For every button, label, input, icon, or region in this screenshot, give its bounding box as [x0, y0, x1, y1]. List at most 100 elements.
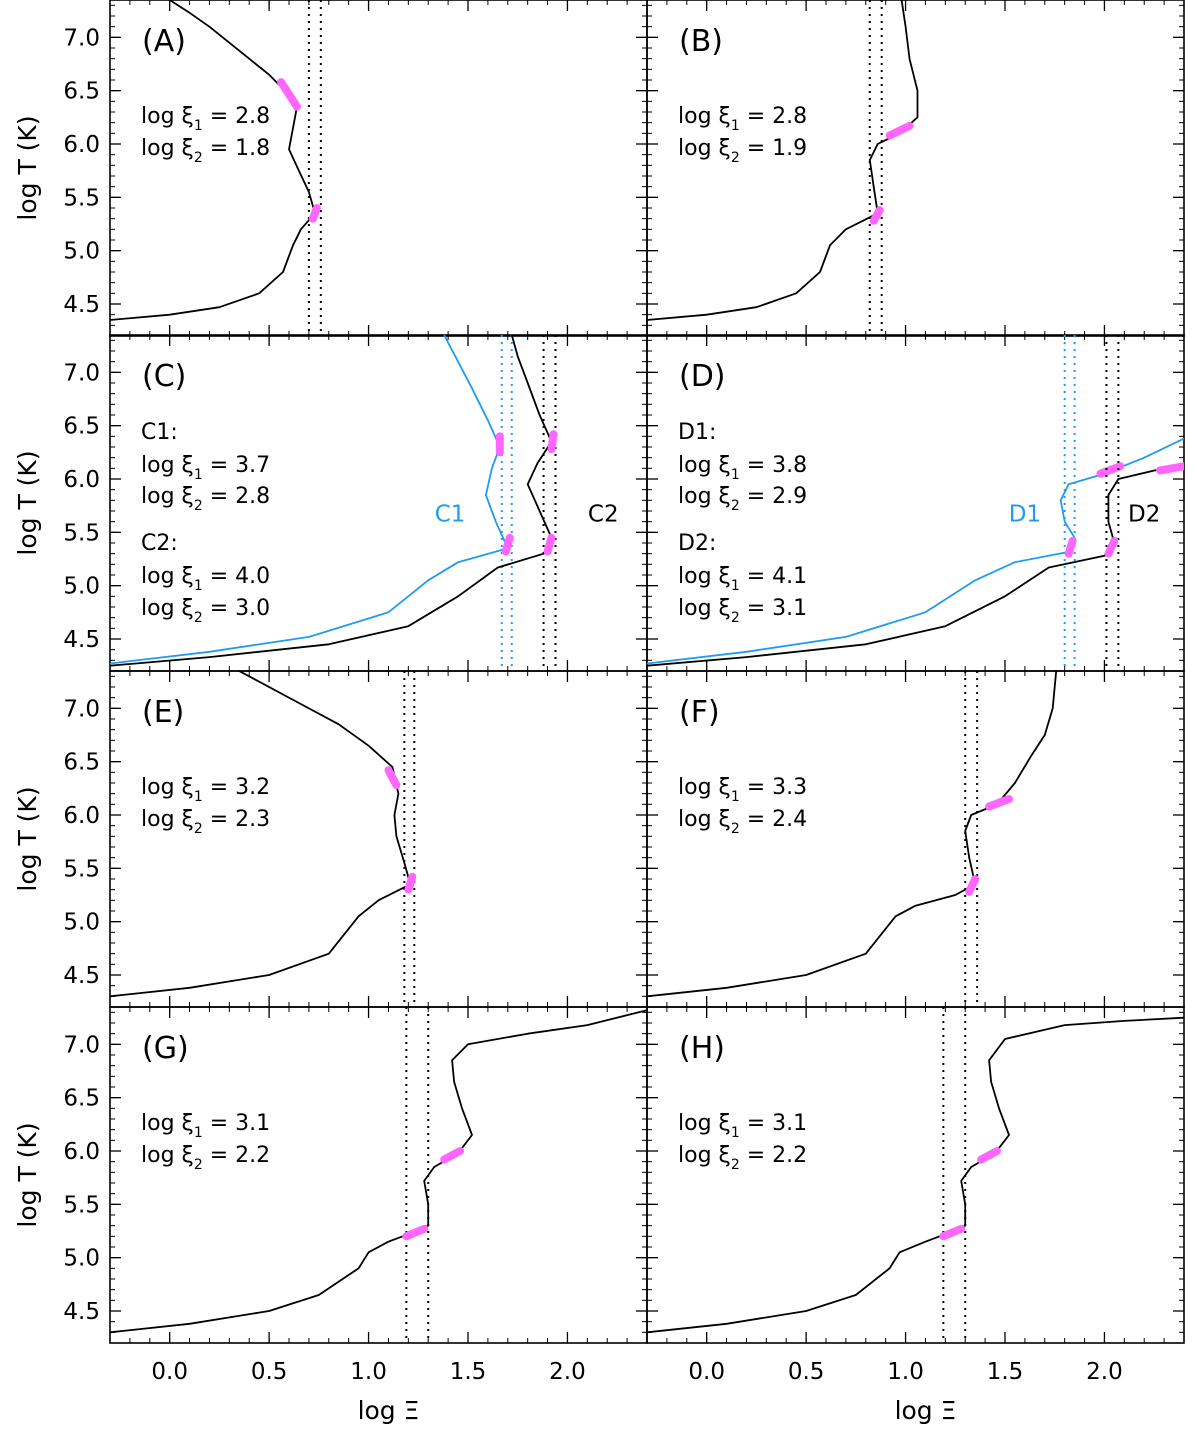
panel-label: (C) — [142, 359, 186, 394]
series-label: D2 — [1128, 502, 1160, 528]
plot-frame — [646, 1006, 1185, 1344]
x-tick-label: 1.5 — [987, 1359, 1024, 1385]
unstable-segment — [869, 206, 884, 225]
series-label: C1 — [435, 502, 466, 528]
y-axis-title: log T (K) — [13, 450, 42, 555]
y-axis-title: log T (K) — [13, 786, 42, 891]
plot-frame — [109, 0, 648, 337]
annotation-text: log ξ2 = 2.2 — [678, 1143, 807, 1173]
annotation-text: log ξ1 = 2.8 — [678, 104, 807, 134]
x-tick-label: 0.5 — [251, 1359, 288, 1385]
y-axis-title: log T (K) — [13, 115, 42, 220]
unstable-segment — [440, 1147, 465, 1164]
panel-label: (F) — [679, 695, 720, 730]
series-label: D1 — [1009, 502, 1041, 528]
unstable-segment — [1104, 536, 1119, 558]
y-tick-label: 5.5 — [63, 185, 100, 211]
annotation-text: log ξ1 = 3.8 — [678, 453, 807, 483]
y-tick-label: 6.5 — [63, 79, 100, 105]
y-tick-label: 5.5 — [63, 856, 100, 882]
y-tick-label: 5.5 — [63, 1192, 100, 1218]
unstable-segment — [939, 1224, 966, 1241]
y-tick-label: 6.0 — [63, 1139, 100, 1165]
curve-series — [110, 1009, 647, 1334]
unstable-segment — [547, 430, 558, 454]
plot-area — [647, 671, 1058, 1007]
unstable-segment — [308, 204, 321, 223]
plot-area — [647, 335, 1184, 671]
curve-series — [110, 0, 316, 321]
panel-label: (B) — [679, 24, 723, 59]
panel-c: 4.5 5.0 5.5 6.0 6.5 7.0 log T (K) (C) C1: log ξ1 … — [13, 334, 648, 672]
x-tick-label: 1.0 — [887, 1359, 924, 1385]
x-tick-label: 0.0 — [151, 1359, 188, 1385]
annotation-text: log ξ2 = 2.8 — [141, 484, 270, 514]
annotation-text: log ξ2 = 2.9 — [678, 484, 807, 514]
x-axis-title: log Ξ — [358, 1396, 420, 1425]
x-axis-title: log Ξ — [895, 1396, 957, 1425]
curve-series — [647, 1016, 1184, 1334]
y-tick-label: 5.0 — [63, 1246, 100, 1272]
annotation-text: C1: — [141, 420, 178, 445]
plot-frame — [109, 670, 648, 1008]
annotation-text: D1: — [678, 420, 716, 445]
annotation-text: C2: — [141, 531, 178, 556]
annotation-text: log ξ1 = 3.3 — [678, 775, 807, 805]
annotation-text: log ξ2 = 1.8 — [141, 136, 270, 166]
plot-frame — [646, 0, 1185, 337]
plot-area — [647, 0, 919, 336]
y-tick-label: 6.5 — [63, 414, 100, 440]
x-tick-label: 1.5 — [450, 1359, 487, 1385]
x-tick-label: 1.0 — [350, 1359, 387, 1385]
y-tick-label: 4.5 — [63, 963, 100, 989]
y-tick-label: 6.5 — [63, 1086, 100, 1112]
plot-area — [110, 335, 558, 671]
annotation-text: log ξ2 = 2.4 — [678, 807, 807, 837]
x-tick-label: 0.0 — [688, 1359, 725, 1385]
y-tick-label: 7.0 — [63, 1032, 100, 1058]
curve-series — [647, 0, 919, 321]
curve-C1 — [110, 335, 509, 665]
y-tick-label: 5.0 — [63, 239, 100, 265]
annotation-text: log ξ1 = 4.1 — [678, 564, 807, 594]
plot-area — [110, 0, 322, 336]
panel-e: 4.5 5.0 5.5 6.0 6.5 7.0 log T (K) (E) log ξ1 = 3… — [13, 670, 648, 1008]
unstable-segment — [404, 872, 417, 894]
unstable-segment — [1156, 462, 1184, 475]
plot-area — [647, 1007, 1184, 1343]
unstable-segment — [977, 1147, 1002, 1164]
x-tick-label: 2.0 — [549, 1359, 586, 1385]
y-tick-label: 5.0 — [63, 574, 100, 600]
unstable-segment — [1064, 536, 1077, 558]
plot-frame — [646, 670, 1185, 1008]
unstable-segment — [277, 78, 301, 111]
unstable-segment — [501, 533, 514, 556]
annotation-text: log ξ1 = 3.2 — [141, 775, 270, 805]
y-tick-label: 5.0 — [63, 910, 100, 936]
curve-C2 — [110, 335, 553, 667]
annotation-text: log ξ1 = 2.8 — [141, 104, 270, 134]
y-tick-label: 6.0 — [63, 803, 100, 829]
unstable-segment — [885, 121, 914, 140]
annotation-text: log ξ1 = 4.0 — [141, 564, 270, 594]
annotation-text: log ξ2 = 3.0 — [141, 596, 270, 626]
annotation-text: log ξ1 = 3.1 — [678, 1111, 807, 1141]
series-label: C2 — [588, 502, 619, 528]
y-tick-label: 6.5 — [63, 750, 100, 776]
y-tick-label: 7.0 — [63, 360, 100, 386]
annotation-text: log ξ2 = 1.9 — [678, 136, 807, 166]
annotation-text: log ξ2 = 3.1 — [678, 596, 807, 626]
annotation-text: log ξ2 = 2.2 — [141, 1143, 270, 1173]
panel-label: (E) — [142, 695, 184, 730]
panel-label: (D) — [679, 359, 726, 394]
y-tick-label: 4.5 — [63, 292, 100, 318]
y-tick-label: 6.0 — [63, 132, 100, 158]
annotation-text: D2: — [678, 531, 716, 556]
unstable-segment — [384, 766, 401, 790]
unstable-segment — [1096, 462, 1125, 478]
